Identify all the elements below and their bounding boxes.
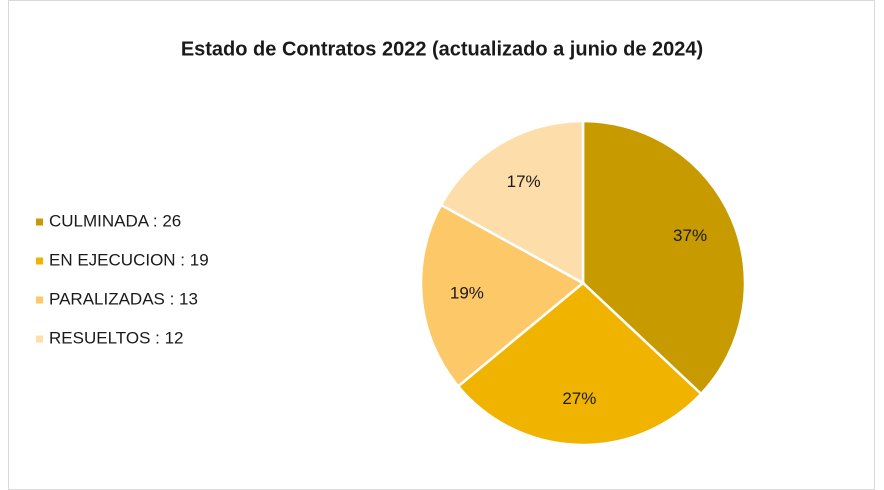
legend-marker <box>36 257 43 265</box>
data-label: 37% <box>673 226 707 245</box>
legend-marker <box>36 218 43 226</box>
legend-label: CULMINADA : 26 <box>49 211 181 230</box>
data-label: 17% <box>507 172 541 191</box>
legend-marker <box>36 296 43 304</box>
legend-label: EN EJECUCION : 19 <box>49 250 209 269</box>
data-label: 27% <box>562 389 596 408</box>
pie-slice <box>456 281 703 447</box>
chart-title: Estado de Contratos 2022 (actualizado a … <box>181 38 703 60</box>
legend-marker <box>36 335 43 343</box>
data-label: 19% <box>450 283 484 302</box>
legend-label: PARALIZADAS : 13 <box>49 289 198 308</box>
pie-slice <box>439 119 585 286</box>
pie-slice <box>419 203 586 389</box>
pie-slice <box>581 119 747 396</box>
legend-label: RESUELTOS : 12 <box>49 328 183 347</box>
